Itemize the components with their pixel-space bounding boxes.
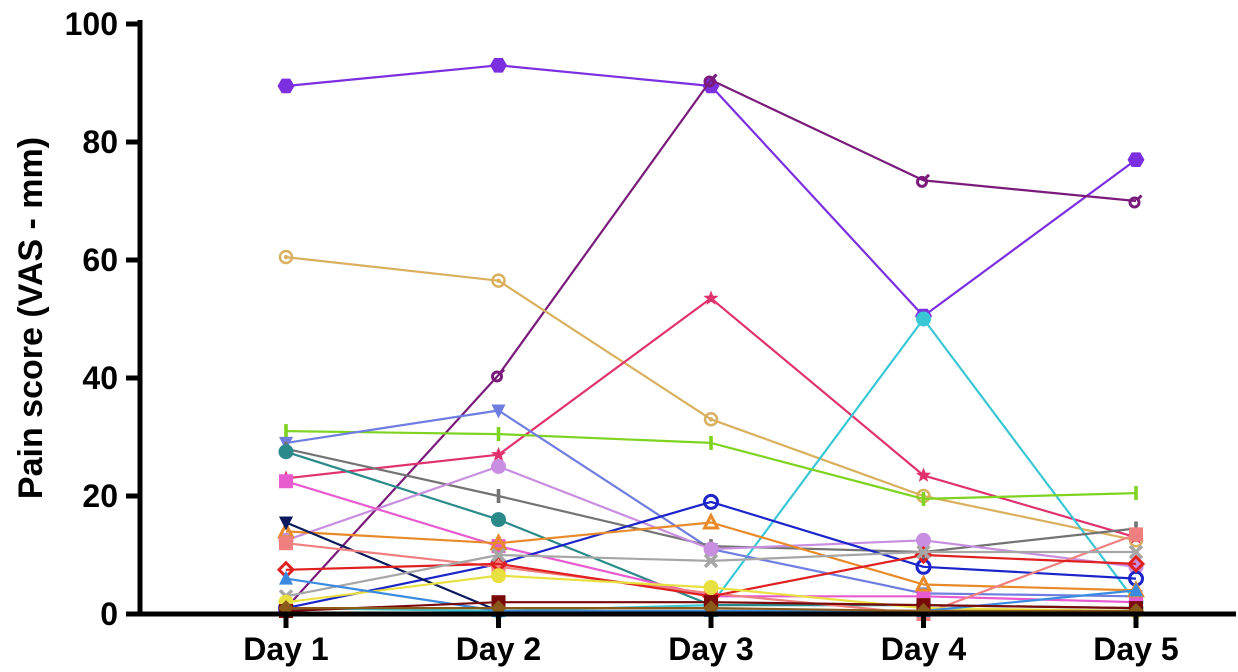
y-tick-label-100: 100 [65,6,118,42]
series-1-line [285,64,1137,318]
series-17-point-2 [491,547,506,563]
x-tick-label-2: Day 2 [456,631,541,667]
series-2-line [285,78,1137,609]
series-2 [278,73,1143,616]
series-11-point-1 [279,474,293,489]
series-17-point-5 [1128,544,1144,560]
series-17-point-3 [703,553,719,569]
series-10 [278,459,1144,575]
series-1-point-5 [1127,152,1145,168]
series-1-point-2 [490,57,507,73]
series-layer [276,57,1146,621]
series-18-point-2 [491,568,506,584]
axes-layer: 0 20 40 60 80 100 Day 1 Day 2 Day 3 Day 4 Day 5 [65,6,1236,667]
series-5-point-4 [916,311,931,327]
y-axis-title: Pain score (VAS - mm) [12,137,50,499]
series-6-point-4 [921,491,926,506]
series-2-point-4 [916,173,931,188]
y-tick-label-80: 80 [82,124,118,160]
x-tick-label-1: Day 1 [243,631,328,667]
series-14-point-1 [279,516,293,531]
series-6-point-1 [284,424,288,439]
series-6-point-5 [1134,486,1138,501]
series-15-point-5 [1129,527,1143,542]
series-7-point-2 [491,404,506,419]
series-4-point-4 [915,467,932,482]
series-17-point-4 [916,544,931,560]
series-6-point-3 [709,435,713,450]
y-tick-label-60: 60 [82,242,118,278]
series-2-point-3 [703,73,718,88]
series-15-point-1 [279,536,293,551]
series-16-point-5 [1126,554,1146,573]
series-13-point-3 [702,512,720,530]
series-6-point-2 [496,427,501,442]
x-tick-label-3: Day 3 [668,631,753,667]
series-12-line [285,500,1137,610]
series-19-point-1 [279,570,293,585]
series-18-point-3 [703,579,719,595]
y-tick-label-20: 20 [82,478,118,514]
series-6 [284,424,1138,506]
series-9-point-1 [278,444,294,460]
series-4-point-2 [490,446,507,462]
series-4-point-3 [703,290,719,305]
series-3-point-2 [491,273,506,288]
series-3-point-3 [703,412,719,427]
series-4 [278,290,1144,544]
series-3-point-1 [278,249,294,265]
series-2-point-2 [491,368,506,383]
series-1-point-1 [277,78,295,94]
series-13-point-2 [489,532,508,551]
x-tick-label-4: Day 4 [881,631,967,667]
series-10-point-2 [491,459,506,474]
series-19-point-5 [1129,582,1143,597]
y-tick-label-0: 0 [100,596,118,632]
series-12-point-3 [703,493,719,510]
series-8-point-2 [496,489,501,503]
series-9-point-2 [491,512,506,528]
y-tick-label-40: 40 [82,360,118,396]
series-2-point-5 [1128,194,1143,209]
series-13-point-4 [914,574,933,592]
x-tick-label-5: Day 5 [1093,631,1178,667]
series-1 [277,57,1145,324]
series-10-point-3 [703,541,719,557]
